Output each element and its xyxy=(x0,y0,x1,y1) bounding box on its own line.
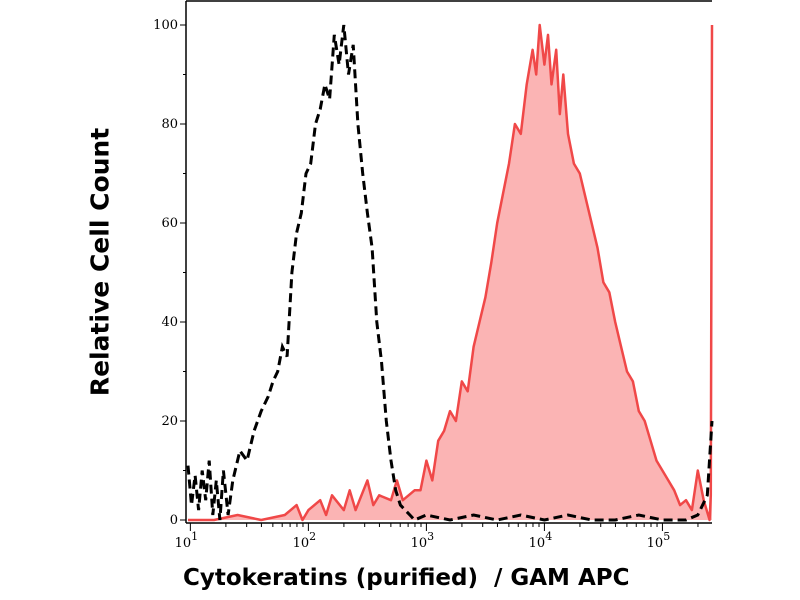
y-tick-label: 20 xyxy=(161,414,178,429)
x-tick-label: 102 xyxy=(293,530,317,551)
y-tick-label: 60 xyxy=(161,216,178,231)
x-tick-label: 105 xyxy=(647,530,671,551)
y-tick-label: 0 xyxy=(170,513,178,528)
y-tick-label: 100 xyxy=(153,18,178,33)
y-tick-label: 40 xyxy=(161,315,178,330)
y-tick-label: 80 xyxy=(161,117,178,132)
x-tick-exponent: 1 xyxy=(191,530,198,543)
x-axis-label: Cytokeratins (purified) / GAM APC xyxy=(183,565,630,591)
series-line-control xyxy=(186,24,714,522)
y-axis-label: Relative Cell Count xyxy=(85,127,115,397)
series-fill-area xyxy=(188,25,712,520)
x-tick-label: 101 xyxy=(175,530,199,551)
x-tick-exponent: 2 xyxy=(309,530,316,543)
x-tick-label: 103 xyxy=(411,530,435,551)
x-tick-exponent: 3 xyxy=(427,530,434,543)
x-tick-label: 104 xyxy=(529,530,553,551)
x-tick-exponent: 4 xyxy=(545,530,552,543)
x-tick-exponent: 5 xyxy=(663,530,670,543)
series-line-stained xyxy=(188,23,714,522)
